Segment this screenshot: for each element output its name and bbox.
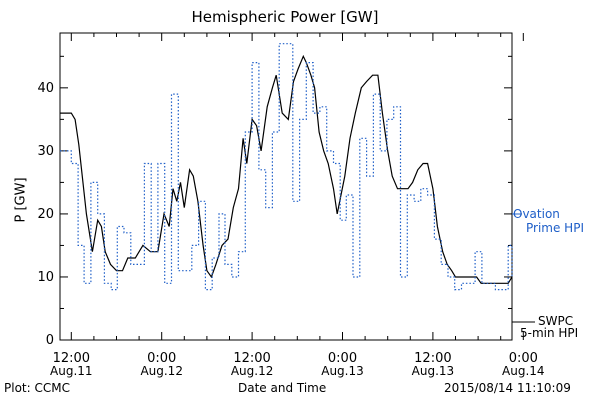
series-line-ovation-prime: [60, 43, 513, 291]
x-tick-label-date: Aug.13: [412, 364, 455, 378]
chart-title: Hemispheric Power [GW]: [191, 8, 379, 26]
x-tick-label-date: Aug.11: [50, 364, 93, 378]
x-tick-label-time: 0:00: [328, 351, 357, 366]
y-tick-label: 10: [37, 270, 54, 285]
series-line-swpc: [60, 54, 513, 284]
plot-credit: Plot: CCMC: [4, 381, 70, 395]
y-tick-label: 40: [37, 81, 54, 96]
x-tick-label-date: Aug.12: [140, 364, 183, 378]
x-tick-label-date: Aug.14: [502, 364, 545, 378]
x-tick-label-time: 0:00: [509, 351, 538, 366]
x-tick-label-time: 12:00: [233, 351, 270, 366]
legend-5min-hpi-label: 5-min HPI: [520, 326, 579, 340]
x-tick-label-time: 12:00: [414, 351, 451, 366]
x-tick-label-time: 12:00: [53, 351, 90, 366]
y-tick-label: 30: [37, 144, 54, 159]
y-tick-label: 0: [46, 333, 54, 348]
x-tick-label-date: Aug.12: [231, 364, 274, 378]
y-axis-label: P [GW]: [13, 177, 29, 223]
legend-prime-hpi-label: Prime HPI: [526, 221, 584, 235]
plot-timestamp: 2015/08/14 11:10:09: [444, 381, 571, 395]
legend-ovation-label: Ovation: [513, 207, 560, 221]
legend-swpc-label: SWPC: [538, 314, 574, 328]
x-tick-label-time: 0:00: [147, 351, 176, 366]
x-axis-label: Date and Time: [238, 381, 327, 395]
x-tick-label-date: Aug.13: [321, 364, 364, 378]
y-tick-label: 20: [37, 207, 54, 222]
plot-frame: [59, 32, 513, 341]
